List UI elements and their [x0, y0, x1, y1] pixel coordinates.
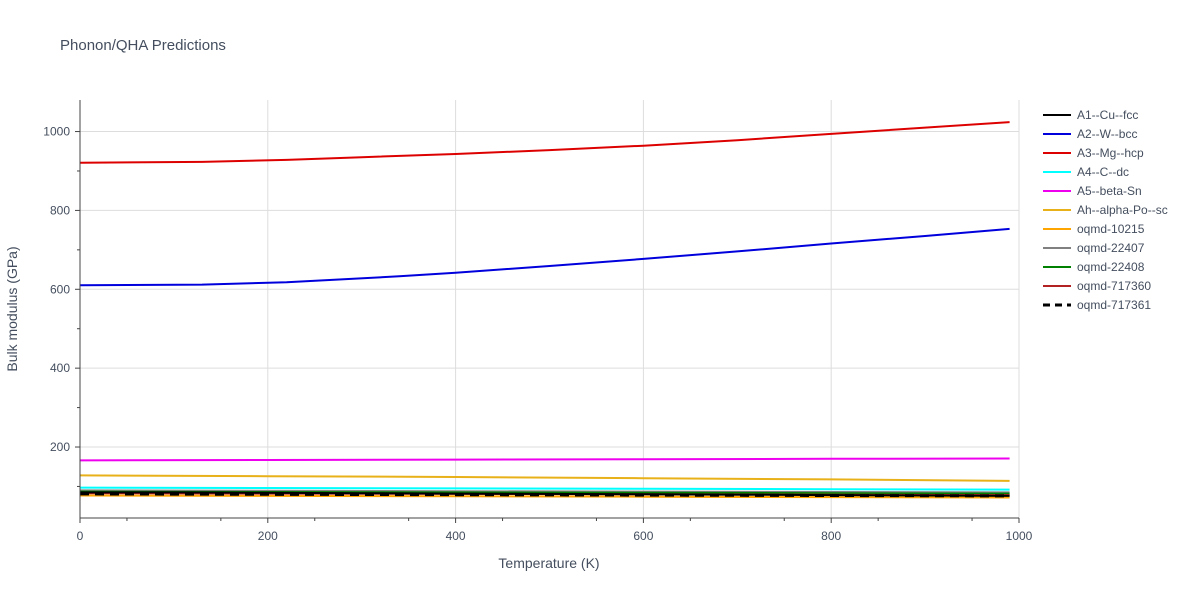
series-line-A2--W--bcc [79, 227, 1010, 287]
y-axis-label: Bulk modulus (GPa) [4, 246, 20, 371]
x-tick-label: 0 [77, 529, 84, 543]
x-tick-label: 600 [633, 529, 653, 543]
legend-label: oqmd-717360 [1077, 279, 1151, 293]
y-tick-label: 400 [50, 361, 70, 375]
y-tick-label: 200 [50, 440, 70, 454]
series-line-oqmd-10215 [79, 494, 1010, 499]
grid [80, 100, 1020, 518]
legend-label: A5--beta-Sn [1077, 184, 1142, 198]
legend-label: A2--W--bcc [1077, 127, 1137, 141]
y-tick-label: 800 [50, 203, 70, 217]
legend-label: oqmd-717361 [1077, 298, 1151, 312]
series-line-A3--Mg--hcp [79, 121, 1010, 164]
legend: A1--Cu--fcc A2--W--bcc A3--Mg--hcp A4--C--d… [1043, 108, 1168, 312]
legend-label: oqmd-22408 [1077, 260, 1145, 274]
legend-label: A1--Cu--fcc [1077, 108, 1138, 122]
x-tick-label: 400 [446, 529, 466, 543]
y-tick-label: 600 [50, 282, 70, 296]
series-line-oqmd-717361 [79, 492, 1010, 498]
y-tick-label: 1000 [43, 125, 70, 139]
series-line-A4--C--dc [79, 486, 1010, 491]
x-axis-label: Temperature (K) [498, 555, 599, 571]
x-tick-label: 800 [821, 529, 841, 543]
legend-label: oqmd-22407 [1077, 241, 1145, 255]
chart-title: Phonon/QHA Predictions [60, 37, 226, 54]
series-line-oqmd-22407 [79, 489, 1010, 494]
legend-label: A3--Mg--hcp [1077, 146, 1144, 160]
series-line-A5--beta-Sn [79, 457, 1010, 462]
legend-label: Ah--alpha-Po--sc [1077, 203, 1168, 217]
axes: 0 200 400 600 800 1000 200 400 600 800 1000 [43, 100, 1033, 543]
series-line-Ah--alpha-Po--sc [79, 474, 1010, 482]
series-layer [79, 121, 1010, 499]
x-tick-label: 1000 [1006, 529, 1033, 543]
x-tick-label: 200 [258, 529, 278, 543]
legend-label: oqmd-10215 [1077, 222, 1145, 236]
legend-label: A4--C--dc [1077, 165, 1129, 179]
